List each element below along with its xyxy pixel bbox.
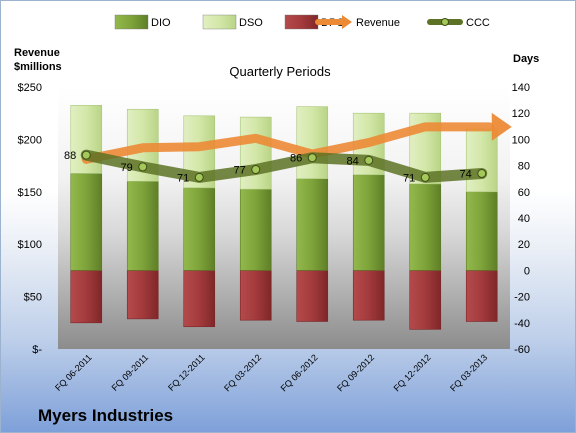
ccc-data-label: 86 — [290, 153, 302, 165]
right-tick-label: -20 — [514, 292, 530, 304]
dio-bar — [70, 173, 103, 271]
ccc-data-label: 71 — [403, 172, 415, 184]
legend-swatch-dso — [202, 14, 237, 30]
left-tick-label: $50 — [24, 292, 42, 304]
category-label: FQ 06-2012 — [279, 352, 320, 393]
legend-label-dio: DIO — [151, 17, 171, 29]
dio-bar — [296, 178, 329, 271]
left-tick-label: $150 — [18, 187, 42, 199]
right-tick-label: -60 — [514, 344, 530, 356]
dpo-bar — [352, 270, 385, 321]
ccc-point — [477, 168, 487, 178]
right-tick-label: 140 — [512, 82, 530, 94]
left-tick-label: $100 — [18, 239, 42, 251]
ccc-point — [194, 172, 204, 182]
dio-bar — [352, 174, 385, 271]
right-axis-label: Days — [513, 53, 539, 65]
dpo-bar — [70, 270, 103, 324]
ccc-point — [81, 150, 91, 160]
ccc-point — [364, 155, 374, 165]
dio-bar — [409, 183, 442, 271]
dpo-bar — [296, 270, 329, 322]
left-tick-label: $250 — [18, 82, 42, 94]
legend-label-ccc: CCC — [466, 17, 490, 29]
ccc-point — [307, 153, 317, 163]
dpo-bar — [409, 270, 442, 330]
right-tick-label: 0 — [524, 265, 530, 277]
revenue-arrowhead — [491, 112, 512, 141]
category-label: FQ 03-2013 — [448, 352, 489, 393]
ccc-data-label: 71 — [177, 172, 189, 184]
left-tick-label: $- — [32, 344, 42, 356]
ccc-point — [420, 172, 430, 182]
left-tick-label: $200 — [18, 134, 42, 146]
right-tick-label: 120 — [512, 108, 530, 120]
right-tick-label: 60 — [518, 187, 530, 199]
category-label: FQ 09-2011 — [110, 352, 151, 393]
dio-bar — [465, 191, 498, 271]
ccc-data-label: 88 — [64, 150, 76, 162]
ccc-point — [251, 165, 261, 175]
dso-bar — [296, 106, 329, 180]
left-axis-label-line1: Revenue — [14, 47, 60, 59]
legend-swatch-dpo — [284, 14, 319, 30]
legend-label-dso: DSO — [239, 17, 263, 29]
right-tick-label: 100 — [512, 134, 530, 146]
dpo-bar — [465, 270, 498, 322]
dio-bar — [239, 188, 272, 271]
ccc-data-label: 74 — [460, 168, 472, 180]
category-label: FQ 03-2012 — [222, 352, 263, 393]
right-tick-label: 40 — [518, 213, 530, 225]
right-tick-label: 80 — [518, 161, 530, 173]
right-tick-label: -40 — [514, 318, 530, 330]
legend-swatch-dio — [114, 14, 149, 30]
ccc-data-label: 77 — [234, 165, 246, 177]
right-tick-label: 20 — [518, 239, 530, 251]
legend-label-revenue: Revenue — [356, 17, 400, 29]
company-name: Myers Industries — [38, 406, 173, 425]
legend-swatch-revenue-arrow — [342, 15, 352, 29]
left-axis-label-line2: $millions — [14, 61, 62, 73]
ccc-line — [80, 149, 488, 183]
dpo-bar — [126, 270, 159, 320]
dpo-bar — [183, 270, 216, 328]
chart-title: Quarterly Periods — [229, 64, 331, 79]
dio-bar — [126, 181, 159, 271]
category-label: FQ 09-2012 — [335, 352, 376, 393]
ccc-data-label: 84 — [347, 155, 359, 167]
dso-bar — [239, 116, 272, 190]
ccc-data-label: 79 — [121, 162, 133, 174]
category-label: FQ 12-2011 — [166, 352, 207, 393]
category-label: FQ 06-2011 — [53, 352, 94, 393]
dpo-bar — [239, 270, 272, 321]
ccc-point — [138, 162, 148, 172]
category-label: FQ 12-2012 — [392, 352, 433, 393]
legend-swatch-ccc-point — [441, 18, 449, 26]
dio-bar — [183, 187, 216, 271]
